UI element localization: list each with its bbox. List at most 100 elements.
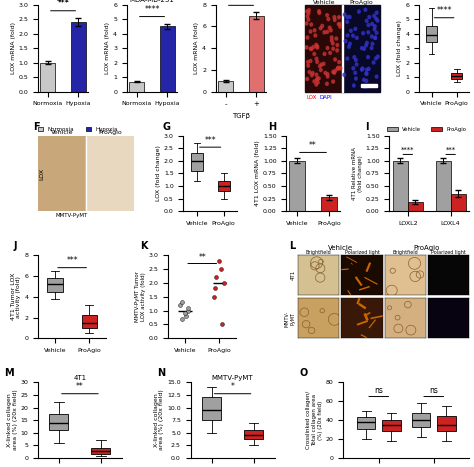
Point	[218, 321, 226, 328]
Circle shape	[337, 66, 339, 70]
Point	[176, 301, 184, 309]
Circle shape	[346, 57, 349, 60]
Y-axis label: 4T1: 4T1	[290, 270, 295, 280]
Bar	[408, 202, 423, 211]
Circle shape	[309, 30, 312, 33]
Circle shape	[307, 60, 310, 64]
Title: 4T1: 4T1	[56, 0, 70, 3]
Circle shape	[374, 25, 376, 28]
Text: ****: ****	[401, 147, 415, 152]
Circle shape	[311, 71, 314, 75]
Circle shape	[338, 22, 341, 26]
Circle shape	[334, 58, 337, 61]
Bar	[71, 22, 86, 92]
Circle shape	[373, 28, 376, 31]
Circle shape	[333, 15, 336, 19]
Circle shape	[326, 72, 329, 76]
Point	[178, 315, 186, 323]
Circle shape	[354, 71, 356, 74]
Circle shape	[315, 83, 318, 86]
Circle shape	[327, 18, 330, 21]
Circle shape	[316, 46, 319, 49]
Circle shape	[355, 58, 357, 62]
Legend: Vehicle, ProAgio: Vehicle, ProAgio	[385, 125, 468, 134]
Text: **: **	[198, 253, 206, 262]
Bar	[86, 136, 134, 211]
Circle shape	[373, 14, 375, 17]
Title: MMTV-PyMT: MMTV-PyMT	[212, 375, 254, 381]
Circle shape	[363, 78, 365, 81]
Bar	[343, 5, 380, 92]
Circle shape	[366, 85, 369, 88]
Point	[179, 298, 186, 306]
Y-axis label: LOX (fold change): LOX (fold change)	[156, 146, 161, 201]
Circle shape	[361, 68, 363, 71]
Circle shape	[316, 78, 319, 81]
Text: F: F	[33, 122, 40, 132]
Circle shape	[318, 77, 320, 80]
Bar	[129, 82, 145, 92]
Circle shape	[306, 78, 309, 80]
Circle shape	[329, 51, 331, 55]
Circle shape	[336, 49, 338, 52]
Circle shape	[374, 36, 376, 40]
Circle shape	[347, 45, 350, 49]
Bar	[305, 5, 343, 92]
Circle shape	[319, 27, 322, 30]
Bar	[160, 27, 175, 92]
Y-axis label: MMTV-
PyMT: MMTV- PyMT	[284, 310, 295, 326]
Circle shape	[326, 14, 328, 17]
Title: Polarized light: Polarized light	[345, 250, 380, 255]
PathPatch shape	[91, 448, 110, 454]
Circle shape	[337, 67, 339, 70]
Circle shape	[330, 36, 333, 39]
Circle shape	[367, 67, 370, 71]
Text: ProAgio: ProAgio	[413, 245, 440, 251]
Bar	[436, 161, 451, 211]
PathPatch shape	[437, 416, 456, 432]
Circle shape	[338, 61, 340, 64]
Title: 4T1: 4T1	[73, 375, 86, 381]
Point	[182, 310, 189, 317]
Bar	[249, 15, 264, 92]
Circle shape	[364, 85, 366, 88]
Text: ns: ns	[374, 386, 383, 395]
Circle shape	[365, 68, 368, 71]
PathPatch shape	[82, 316, 97, 328]
Circle shape	[352, 34, 355, 37]
Title: MDA-MB-231: MDA-MB-231	[129, 0, 174, 3]
Circle shape	[314, 34, 317, 37]
Circle shape	[318, 11, 321, 14]
Circle shape	[323, 52, 326, 56]
Text: ProAgio: ProAgio	[98, 130, 122, 134]
Circle shape	[337, 16, 340, 19]
Circle shape	[372, 61, 375, 64]
Text: *: *	[231, 382, 235, 391]
Circle shape	[326, 75, 329, 78]
Point	[182, 312, 190, 320]
Circle shape	[349, 29, 352, 32]
Circle shape	[317, 81, 319, 84]
Legend: Normoxia, Hypoxia: Normoxia, Hypoxia	[36, 125, 120, 134]
PathPatch shape	[426, 27, 437, 42]
Text: ns: ns	[429, 386, 438, 395]
Circle shape	[355, 77, 357, 80]
Circle shape	[310, 23, 313, 26]
Circle shape	[376, 19, 379, 22]
Circle shape	[305, 46, 308, 49]
Circle shape	[306, 14, 309, 18]
Y-axis label: X-linked collagen
area (%) (20x field): X-linked collagen area (%) (20x field)	[7, 389, 18, 451]
Text: ****: ****	[144, 5, 160, 14]
Y-axis label: MMTV-PyMT Tumor
LOX activity (fold): MMTV-PyMT Tumor LOX activity (fold)	[135, 271, 146, 322]
Point	[184, 307, 191, 314]
Circle shape	[307, 18, 310, 21]
Text: ***: ***	[446, 147, 456, 152]
Circle shape	[324, 71, 327, 75]
Circle shape	[365, 72, 368, 75]
Circle shape	[310, 74, 313, 77]
Point	[220, 279, 228, 287]
Circle shape	[374, 36, 377, 39]
Circle shape	[307, 64, 310, 67]
Bar	[321, 197, 337, 211]
Text: L: L	[290, 241, 296, 250]
